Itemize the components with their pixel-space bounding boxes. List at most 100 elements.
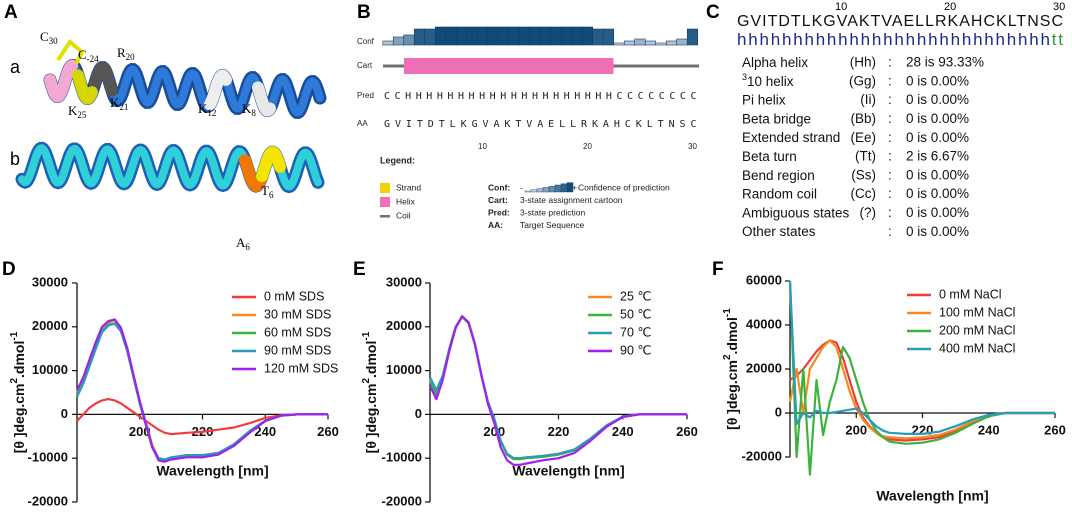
legend-swatch bbox=[380, 197, 390, 207]
y-tick-label: 20000 bbox=[386, 318, 422, 333]
residue-label: K12 bbox=[198, 101, 216, 118]
y-tick-label: 40000 bbox=[746, 316, 782, 331]
confidence-bar bbox=[560, 26, 573, 46]
row-label: Conf bbox=[357, 37, 375, 46]
residue-label: T6 bbox=[261, 183, 274, 200]
confidence-bar bbox=[392, 36, 405, 46]
row-name: Beta bridge bbox=[742, 111, 811, 126]
legend-label: 30 mM SDS bbox=[264, 307, 331, 321]
y-label-sup: 2 bbox=[9, 378, 20, 384]
legend-label: 90 ℃ bbox=[620, 343, 651, 357]
residue-aa: A bbox=[236, 235, 246, 250]
legend-swatch bbox=[380, 183, 390, 193]
position-tick: 10 bbox=[835, 1, 847, 13]
helix-ribbon bbox=[44, 59, 78, 103]
y-axis-label: [θ ]deg.cm2.dmol-1 bbox=[361, 331, 379, 453]
legend-name: Coil bbox=[396, 210, 411, 220]
key-desc: Confidence of prediction bbox=[578, 182, 670, 192]
key-term: AA: bbox=[488, 220, 503, 230]
residue-aa: K bbox=[242, 101, 252, 116]
residue-label: A6 bbox=[236, 235, 250, 252]
row-value: 0 is 0.00% bbox=[906, 111, 969, 126]
key-scale bbox=[530, 189, 538, 193]
row-name-text: Ambiguous states bbox=[742, 205, 850, 220]
confidence-bar bbox=[539, 26, 552, 46]
row-sup: 3 bbox=[742, 72, 747, 82]
y-label-text: .dmol bbox=[363, 341, 379, 378]
row-code: (Bb) bbox=[850, 111, 876, 126]
row-name: Beta turn bbox=[742, 149, 797, 164]
state-sequence: hhhhhhhhhhhhhhhhhhhhhhhhhhhh tt bbox=[737, 30, 1063, 49]
legend-label: 0 mM NaCl bbox=[939, 287, 1002, 301]
data-line bbox=[788, 280, 1055, 476]
row-value: 0 is 0.00% bbox=[906, 167, 969, 182]
sub-label: a bbox=[10, 57, 21, 77]
row-sep: : bbox=[888, 224, 892, 239]
key-scale bbox=[524, 190, 532, 193]
row-sep: : bbox=[888, 92, 892, 107]
key-term: Pred: bbox=[488, 207, 510, 217]
row-label: AA bbox=[357, 119, 368, 128]
residue-num: -24 bbox=[87, 54, 99, 64]
row-name-text: 10 helix bbox=[747, 73, 794, 88]
row-name-text: Pi helix bbox=[742, 92, 786, 107]
confidence-bar bbox=[613, 42, 625, 46]
confidence-bar bbox=[445, 26, 457, 46]
residue-num: 21 bbox=[119, 102, 128, 112]
confidence-bar bbox=[665, 40, 678, 46]
row-label: Cart bbox=[357, 61, 373, 70]
residue-aa: T bbox=[261, 183, 269, 198]
y-label-sup: -1 bbox=[361, 331, 372, 340]
row-name-text: Random coil bbox=[742, 186, 817, 201]
row-label: Pred bbox=[357, 91, 374, 100]
y-axis-label: [θ ]deg.cm2.dmol-1 bbox=[722, 308, 740, 430]
pred-sequence: CCHHHHHHHHHHHHHHHHHHHHCCCCCCCC bbox=[384, 91, 697, 102]
position-tick: 10 bbox=[478, 142, 487, 151]
key-term: Conf: bbox=[488, 182, 510, 192]
y-label-sup: 2 bbox=[361, 378, 372, 384]
y-tick-label: 10000 bbox=[386, 362, 422, 377]
row-name-text: Alpha helix bbox=[742, 55, 808, 70]
residue-aa: C bbox=[78, 47, 87, 62]
residue-num: 20 bbox=[126, 52, 136, 62]
row-name-text: Beta turn bbox=[742, 149, 797, 164]
confidence-bar bbox=[581, 26, 594, 46]
helix-ribbon bbox=[256, 146, 286, 183]
y-label-text: .dmol bbox=[724, 317, 740, 354]
helix-cartoon bbox=[404, 58, 614, 74]
data-line bbox=[76, 319, 328, 462]
sub-label: b bbox=[10, 149, 20, 169]
row-code: (Ss) bbox=[851, 167, 876, 182]
data-line bbox=[76, 398, 328, 436]
key-scale bbox=[566, 182, 574, 193]
panel-label: F bbox=[712, 259, 724, 280]
y-tick-label: 60000 bbox=[746, 272, 782, 287]
legend-name: Helix bbox=[396, 196, 416, 206]
row-value: 2 is 6.67% bbox=[906, 149, 969, 164]
x-axis-label: Wavelength [nm] bbox=[512, 463, 624, 479]
panel-label: E bbox=[353, 259, 366, 280]
confidence-bar bbox=[623, 40, 636, 46]
confidence-bar bbox=[676, 38, 688, 46]
residue-label: C-24 bbox=[78, 47, 99, 64]
row-name: Random coil bbox=[742, 186, 817, 201]
confidence-bar bbox=[497, 26, 510, 46]
y-tick-label: -10000 bbox=[382, 450, 422, 465]
aa-sequence: GVITDTLKGVAKTVAELLRKAHCKLTNSC bbox=[384, 119, 697, 130]
row-sep: : bbox=[888, 167, 892, 182]
legend-label: 50 ℃ bbox=[620, 307, 651, 321]
row-sep: : bbox=[888, 55, 892, 70]
key-desc: 3-state prediction bbox=[520, 207, 585, 217]
x-tick-label: 240 bbox=[254, 424, 276, 439]
side-chain bbox=[56, 39, 85, 65]
confidence-bar bbox=[434, 26, 447, 46]
x-tick-label: 260 bbox=[1044, 422, 1066, 437]
row-value: 0 is 0.00% bbox=[906, 186, 969, 201]
x-tick-label: 260 bbox=[676, 424, 698, 439]
row-code: (Tt) bbox=[855, 149, 876, 164]
y-tick-label: 0 bbox=[415, 406, 422, 421]
row-name-text: Beta bridge bbox=[742, 111, 811, 126]
row-name: 310 helix bbox=[742, 72, 794, 88]
y-label-sup: -1 bbox=[9, 331, 20, 340]
row-sep: : bbox=[888, 186, 892, 201]
